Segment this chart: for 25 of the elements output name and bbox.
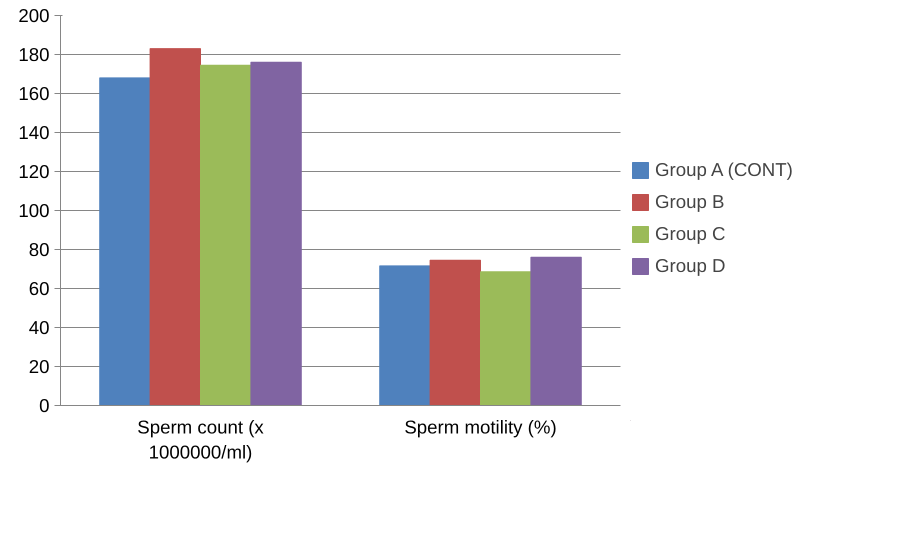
bar (99, 77, 151, 406)
bar (530, 256, 582, 406)
y-tick-label: 100 (18, 200, 50, 221)
bar (480, 271, 532, 406)
y-tick-label: 140 (18, 122, 50, 143)
y-tick-label: 160 (18, 83, 50, 104)
y-tick-label: 200 (18, 5, 50, 26)
bar (379, 265, 431, 406)
legend-label: Group B (655, 190, 724, 212)
bar (150, 48, 201, 406)
y-tick-label: 80 (28, 239, 50, 260)
legend-label: Group D (655, 254, 726, 276)
legend-label: Group C (655, 222, 726, 244)
y-tick-label: 120 (18, 161, 50, 182)
bar (430, 260, 481, 406)
bar (250, 62, 302, 406)
y-tick-label: 180 (18, 44, 50, 65)
legend-label: Group A (CONT) (655, 158, 793, 180)
y-tick-label: 20 (28, 356, 50, 377)
y-tick-label: 60 (28, 278, 50, 299)
bar (200, 64, 252, 406)
y-tick-label: 0 (39, 395, 50, 416)
x-tick-label: Sperm motility (%) (404, 416, 557, 438)
x-tick-label: Sperm count (x 1000000/ml) (137, 416, 264, 463)
y-tick-label: 40 (28, 317, 50, 338)
